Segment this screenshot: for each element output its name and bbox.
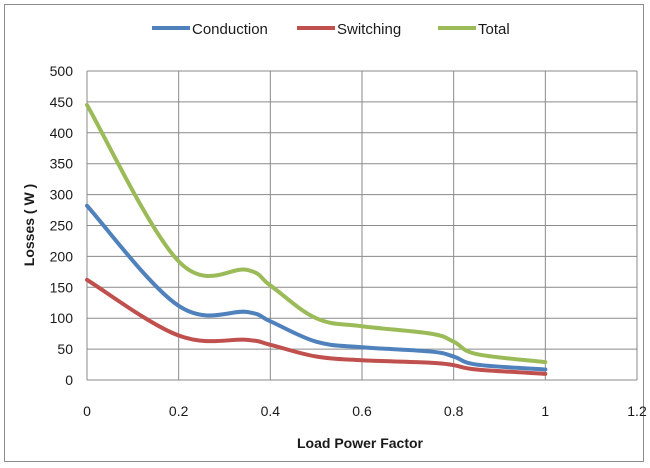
y-tick-label: 0 bbox=[65, 372, 73, 388]
y-tick-label: 250 bbox=[50, 218, 74, 234]
y-tick-label: 500 bbox=[50, 63, 74, 79]
x-tick-label: 0.8 bbox=[444, 403, 464, 419]
series-line-switching bbox=[85, 277, 548, 376]
x-tick-label: 1 bbox=[541, 403, 549, 419]
y-tick-label: 450 bbox=[50, 94, 74, 110]
y-tick-label: 50 bbox=[57, 341, 73, 357]
y-tick-label: 200 bbox=[50, 248, 74, 264]
x-tick-label: 0.4 bbox=[261, 403, 281, 419]
x-axis-title: Load Power Factor bbox=[297, 435, 424, 451]
legend-label-total: Total bbox=[478, 21, 510, 38]
y-tick-label: 350 bbox=[50, 156, 74, 172]
legend: Conduction Switching Total bbox=[152, 21, 510, 38]
series-line-total bbox=[85, 102, 548, 365]
x-tick-label: 1.2 bbox=[627, 403, 647, 419]
y-tick-labels: 0 50 100 150 200 250 300 350 400 450 500 bbox=[50, 63, 74, 388]
y-axis-title: Losses ( W ) bbox=[21, 184, 37, 266]
x-tick-label: 0 bbox=[83, 403, 91, 419]
series-line-conduction bbox=[85, 203, 548, 372]
legend-label-switching: Switching bbox=[337, 21, 401, 38]
y-tick-label: 300 bbox=[50, 187, 74, 203]
y-tick-label: 150 bbox=[50, 279, 74, 295]
x-tick-labels: 0 0.2 0.4 0.6 0.8 1 1.2 bbox=[83, 403, 647, 419]
legend-label-conduction: Conduction bbox=[192, 21, 268, 38]
grid-lines bbox=[86, 70, 638, 381]
y-tick-label: 100 bbox=[50, 310, 74, 326]
x-tick-label: 0.6 bbox=[352, 403, 372, 419]
y-tick-label: 400 bbox=[50, 125, 74, 141]
x-tick-label: 0.2 bbox=[169, 403, 189, 419]
series-lines bbox=[85, 102, 548, 376]
